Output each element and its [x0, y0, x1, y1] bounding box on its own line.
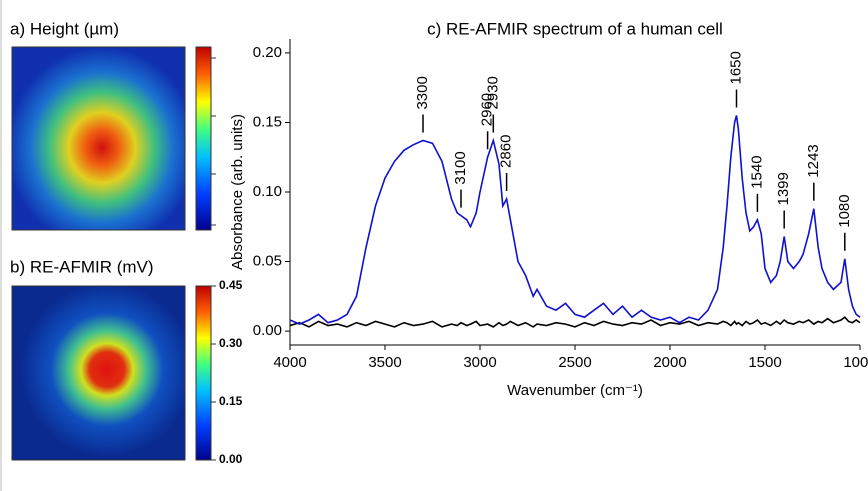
- annotation-label: 1080: [836, 194, 853, 227]
- chart-title: c) RE-AFMIR spectrum of a human cell: [427, 19, 723, 38]
- annotation-label: 1540: [748, 155, 765, 188]
- y-tick-label: 0.15: [253, 113, 282, 130]
- annotation-label: 2860: [498, 135, 515, 168]
- colorbar-ticks: [211, 57, 216, 226]
- annotation-label: 3300: [414, 76, 431, 109]
- colorbar-label: 0.15: [219, 394, 243, 408]
- x-tick-label: 4000: [273, 354, 306, 371]
- x-tick-label: 3000: [463, 354, 496, 371]
- afmir-map: [11, 285, 186, 461]
- y-tick-label: 0.05: [253, 253, 282, 270]
- y-tick-label: 0.10: [253, 183, 282, 200]
- y-tick-label: 0.00: [253, 322, 282, 339]
- panel-title: b) RE-AFMIR (mV): [10, 257, 154, 276]
- x-axis-title: Wavenumber (cm⁻¹): [507, 382, 643, 399]
- annotation-label: 1243: [805, 144, 822, 177]
- colorbar: [195, 46, 212, 231]
- annotation-label: 1399: [775, 172, 792, 205]
- panel-title: a) Height (µm): [10, 19, 119, 38]
- colorbar-label: 0.00: [219, 452, 243, 466]
- annotation-label: 3100: [452, 151, 469, 184]
- spectrum-line: [289, 316, 861, 328]
- spectrum-line: [289, 115, 861, 325]
- colorbar: [195, 285, 212, 461]
- x-tick-label: 2000: [653, 354, 686, 371]
- annotation-label: 1650: [727, 51, 744, 84]
- x-tick-label: 1500: [748, 354, 781, 371]
- colorbar-label: 0.45: [219, 278, 243, 292]
- annotation-label: 2960: [479, 93, 496, 126]
- height-map: [11, 46, 186, 231]
- x-tick-label: 1000: [843, 354, 868, 371]
- y-tick-label: 0.20: [253, 44, 282, 61]
- x-tick-label: 2500: [558, 354, 591, 371]
- colorbar-label: 0.30: [219, 336, 243, 350]
- x-tick-label: 3500: [368, 354, 401, 371]
- y-axis-title: Absorbance (arb. units): [229, 114, 246, 270]
- annotation-label: 2930: [484, 76, 501, 109]
